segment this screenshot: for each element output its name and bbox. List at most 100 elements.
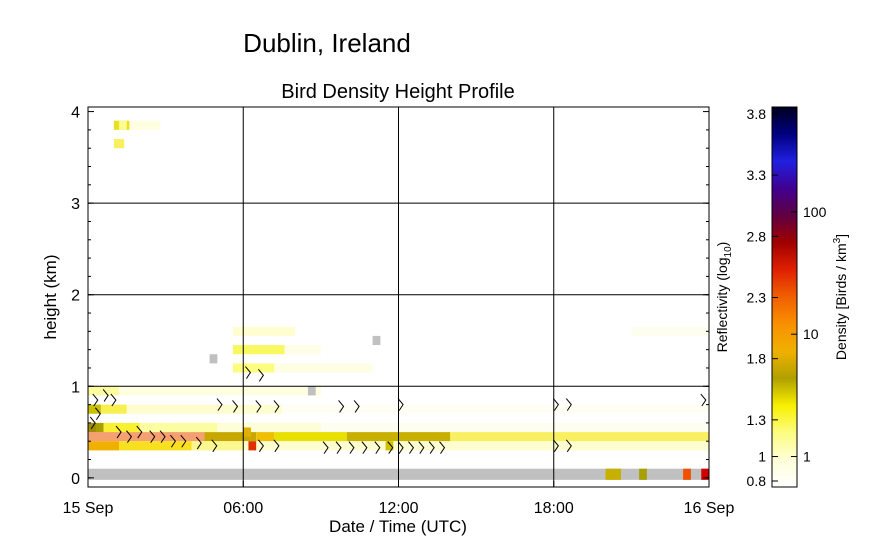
cb-left-label-2: 1.3 (747, 412, 767, 428)
wind-arrow-25 (322, 441, 329, 454)
cb-left-label-5: 2.8 (747, 228, 767, 244)
wind-arrow-17 (273, 400, 280, 413)
wind-arrow-15 (232, 400, 239, 413)
density-band-0-3 (274, 432, 347, 442)
density-band-1-1 (119, 441, 192, 451)
wind-arrow-10 (170, 434, 177, 448)
wind-arrow-32 (408, 441, 415, 454)
wind-arrow-8 (149, 430, 156, 443)
ground-band-4 (701, 468, 709, 480)
colorbar-reflectivity-ticks: 0.8 1 1.3 1.8 2.3 2.8 3.3 3.8 (747, 106, 778, 489)
y-tick-label-2: 2 (71, 288, 80, 305)
x-tick-label-4: 16 Sep (684, 500, 735, 517)
y-tick-label-4: 4 (71, 105, 80, 122)
grid-lines (88, 107, 709, 487)
wind-arrow-36 (552, 398, 559, 411)
y-tick-label-0: 0 (71, 471, 80, 488)
cb-right-label-1: 10 (803, 326, 819, 342)
ground-band-2 (639, 468, 647, 480)
wind-arrow-30 (387, 441, 394, 454)
density-band-0-0 (88, 432, 205, 442)
wind-arrow-24 (397, 398, 404, 411)
ground-band-3 (683, 468, 691, 480)
density-band-2-1 (103, 422, 140, 433)
wind-arrow-20 (257, 439, 264, 453)
wind-arrow-11 (180, 434, 187, 448)
chart-title: Bird Density Height Profile (281, 81, 514, 103)
wind-arrow-27 (348, 441, 355, 454)
cb-right-label-2: 100 (803, 204, 827, 220)
wind-arrow-26 (335, 441, 342, 454)
wind-arrow-9 (159, 430, 166, 443)
density-cell-6 (243, 427, 252, 437)
density-cell-5 (385, 441, 394, 451)
wind-arrow-33 (418, 441, 425, 454)
density-band-0-5 (450, 432, 709, 442)
wind-arrows (89, 366, 707, 454)
x-axis-label: Date / Time (UTC) (329, 517, 467, 536)
x-tick-label-2: 12:00 (378, 500, 418, 517)
cb-left-label-6: 3.3 (747, 167, 767, 183)
wind-arrow-38 (552, 439, 559, 453)
density-band-3-1 (100, 404, 127, 414)
wind-arrow-40 (700, 393, 707, 407)
wind-arrow-16 (255, 400, 262, 413)
cb-left-label-1: 1 (758, 449, 766, 465)
wind-arrow-34 (428, 441, 435, 454)
wind-arrow-7 (136, 425, 143, 439)
density-band-1-0 (88, 441, 120, 451)
density-cell-3 (307, 386, 316, 396)
cb-left-label-0: 0.8 (747, 473, 767, 489)
y-axis-ticks: 0 1 2 3 4 (71, 105, 709, 488)
density-band-3-3 (282, 404, 709, 414)
density-band-1-3 (243, 441, 709, 451)
density-band-8-1 (129, 120, 161, 130)
wind-arrow-28 (361, 441, 368, 454)
density-band-3-2 (126, 404, 283, 414)
wind-arrow-2 (110, 393, 117, 407)
density-band-4-0 (88, 386, 120, 396)
colorbar-left-label: Reflectivity (log10) (714, 242, 734, 353)
x-axis-ticks: 15 Sep 06:00 12:00 18:00 16 Sep (63, 481, 735, 517)
wind-arrow-39 (565, 439, 572, 453)
cb-left-label-7: 3.8 (747, 106, 767, 122)
wind-arrow-14 (216, 398, 223, 411)
density-cell-0 (248, 441, 257, 451)
density-band-9-0 (113, 139, 125, 149)
density-band-2-2 (139, 422, 218, 433)
cb-left-label-3: 1.8 (747, 351, 767, 367)
density-band-2-3 (217, 422, 321, 433)
x-tick-label-3: 18:00 (534, 500, 574, 517)
ground-band-1 (605, 468, 622, 480)
density-band-6-1 (284, 345, 321, 355)
colorbar-right-label: Density [Birds / km3] (832, 234, 849, 360)
density-band-5-0 (232, 363, 275, 373)
density-band-3-0 (88, 404, 101, 414)
wind-arrow-31 (397, 441, 404, 454)
y-axis-label: height (km) (41, 254, 60, 339)
wind-arrow-21 (273, 439, 280, 453)
density-band-7-0 (232, 326, 295, 336)
y-tick-label-1: 1 (71, 379, 80, 396)
wind-arrow-4 (94, 407, 101, 421)
density-cell-7 (119, 120, 127, 130)
wind-arrow-1 (102, 389, 109, 402)
wind-arrow-5 (115, 425, 122, 439)
wind-arrow-12 (195, 436, 202, 450)
wind-arrow-18 (245, 366, 252, 379)
density-band-0-1 (204, 432, 257, 442)
wind-arrow-0 (92, 393, 99, 407)
density-band-6-0 (232, 345, 285, 355)
density-band-5-1 (274, 363, 373, 373)
density-band-4-1 (119, 386, 321, 396)
cb-left-label-4: 2.3 (747, 290, 767, 306)
wind-arrow-37 (565, 398, 572, 411)
wind-arrow-22 (338, 400, 345, 413)
wind-arrow-23 (353, 400, 360, 413)
x-tick-label-1: 06:00 (223, 500, 263, 517)
y-tick-label-3: 3 (71, 196, 80, 213)
wind-arrow-29 (374, 441, 381, 454)
location-title: Dublin, Ireland (243, 28, 411, 58)
cb-right-label-0: 1 (803, 449, 811, 465)
